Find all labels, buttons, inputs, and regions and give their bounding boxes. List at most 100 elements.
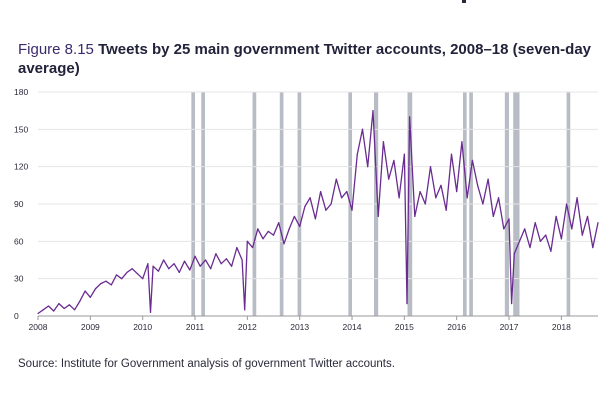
data-point bbox=[388, 178, 390, 180]
data-point bbox=[597, 222, 599, 224]
data-point bbox=[351, 209, 353, 211]
data-point bbox=[592, 246, 594, 249]
data-point bbox=[325, 209, 327, 211]
y-tick-label: 30 bbox=[14, 274, 24, 284]
data-point bbox=[403, 153, 405, 155]
data-point bbox=[251, 246, 254, 249]
data-point bbox=[513, 253, 515, 255]
data-point bbox=[126, 271, 128, 274]
data-point bbox=[511, 302, 513, 305]
x-tick-label: 2016 bbox=[447, 322, 466, 332]
data-point bbox=[346, 190, 348, 193]
x-tick-label: 2010 bbox=[133, 322, 152, 332]
data-point bbox=[450, 153, 453, 155]
data-point bbox=[330, 203, 332, 205]
data-point bbox=[565, 203, 568, 205]
data-point bbox=[110, 284, 112, 286]
data-point bbox=[136, 273, 139, 275]
data-point bbox=[105, 280, 107, 282]
data-point bbox=[37, 312, 39, 315]
data-point bbox=[406, 302, 408, 305]
x-tick-label: 2015 bbox=[395, 322, 414, 332]
x-tick-label: 2013 bbox=[290, 322, 309, 332]
data-point bbox=[461, 141, 463, 143]
data-point bbox=[204, 259, 207, 261]
data-point bbox=[492, 215, 494, 218]
data-point bbox=[231, 265, 233, 267]
data-point bbox=[244, 309, 246, 311]
chart-area: 0 30 60 90 120 150 180 2008 2009 2010 2011 2012 201… bbox=[0, 82, 614, 342]
data-point bbox=[189, 269, 191, 271]
data-point bbox=[560, 238, 562, 240]
data-point bbox=[147, 263, 149, 265]
data-point bbox=[393, 159, 395, 162]
y-tick-label: 180 bbox=[14, 87, 28, 97]
data-point bbox=[194, 255, 196, 257]
figure-title-text: Tweets by 25 main government Twitter acc… bbox=[18, 41, 592, 77]
data-point bbox=[299, 225, 301, 227]
series-layer bbox=[37, 110, 599, 315]
data-point bbox=[435, 197, 437, 199]
data-point bbox=[199, 265, 201, 267]
data-point bbox=[246, 240, 248, 242]
data-point bbox=[293, 215, 296, 218]
data-point bbox=[157, 270, 159, 272]
data-point bbox=[267, 230, 269, 232]
data-point bbox=[79, 300, 81, 302]
data-point bbox=[142, 278, 144, 280]
data-point bbox=[419, 190, 421, 193]
data-point bbox=[168, 268, 170, 270]
x-tick-label: 2011 bbox=[186, 322, 205, 332]
data-point bbox=[555, 215, 557, 218]
data-point bbox=[152, 265, 154, 267]
data-point bbox=[466, 197, 468, 199]
x-tick-label: 2018 bbox=[552, 322, 571, 332]
data-point bbox=[115, 274, 118, 276]
data-point bbox=[173, 263, 175, 265]
data-point bbox=[529, 246, 531, 249]
data-point bbox=[257, 228, 259, 230]
y-axis-ticks: 0 30 60 90 120 150 180 bbox=[14, 87, 28, 321]
data-point bbox=[100, 283, 102, 285]
data-point bbox=[320, 190, 322, 193]
data-point bbox=[482, 203, 484, 205]
data-point bbox=[309, 197, 311, 199]
figure-number: Figure 8.15 bbox=[18, 41, 94, 58]
data-point bbox=[210, 268, 212, 270]
data-point bbox=[68, 304, 71, 306]
data-point bbox=[508, 218, 510, 220]
data-point bbox=[215, 253, 217, 255]
data-point bbox=[571, 228, 573, 230]
data-point bbox=[288, 228, 290, 230]
figure-title: Figure 8.15 Tweets by 25 main government… bbox=[18, 40, 603, 78]
line-chart: 0 30 60 90 120 150 180 2008 2009 2010 2011 2012 201… bbox=[14, 87, 599, 332]
data-point bbox=[408, 116, 411, 118]
data-point bbox=[503, 228, 505, 230]
data-point bbox=[377, 215, 379, 218]
data-point bbox=[53, 310, 55, 312]
top-edge-mark bbox=[462, 0, 466, 3]
data-point bbox=[576, 197, 578, 199]
data-point bbox=[518, 240, 521, 242]
data-point bbox=[183, 260, 186, 262]
data-point bbox=[272, 234, 275, 236]
data-point bbox=[163, 259, 165, 261]
data-point bbox=[58, 302, 60, 305]
data-point bbox=[534, 222, 536, 224]
data-point bbox=[262, 238, 264, 240]
data-point bbox=[456, 190, 458, 193]
x-tick-label: 2017 bbox=[500, 322, 519, 332]
y-tick-label: 120 bbox=[14, 162, 28, 172]
data-point bbox=[84, 290, 86, 292]
data-point bbox=[398, 197, 400, 199]
data-point bbox=[429, 166, 432, 168]
data-point bbox=[74, 309, 76, 311]
y-tick-label: 60 bbox=[14, 236, 24, 246]
series-line-0 bbox=[37, 110, 599, 315]
data-point bbox=[63, 307, 65, 310]
x-tick-label: 2012 bbox=[238, 322, 257, 332]
x-axis-ticks: 2008 2009 2010 2011 2012 2013 2014 2015 2016 2017… bbox=[29, 316, 571, 332]
data-point bbox=[550, 250, 552, 252]
data-point bbox=[241, 259, 243, 261]
data-point bbox=[372, 110, 374, 112]
